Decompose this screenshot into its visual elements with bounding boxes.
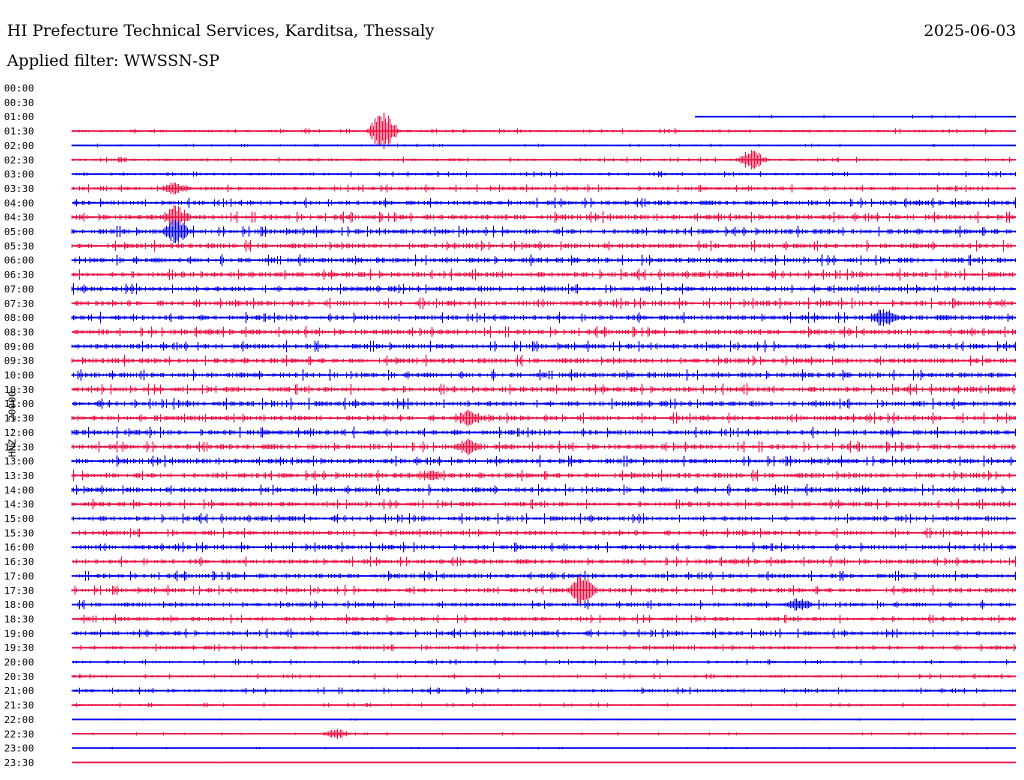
- trace-waveform: [77, 761, 1004, 763]
- row-time-label: 10:00: [4, 371, 34, 382]
- row-time-label: 01:30: [4, 127, 34, 138]
- row-time-label: 05:30: [4, 241, 34, 252]
- row-time-label: 06:00: [4, 256, 34, 267]
- trace-waveform: [73, 556, 1016, 567]
- trace-waveform: [71, 570, 1016, 582]
- row-time-label: 05:00: [4, 227, 34, 238]
- trace-waveform: [71, 297, 1016, 310]
- row-time-label: 04:30: [4, 213, 34, 224]
- row-time-label: 04:00: [4, 198, 34, 209]
- row-time-label: 16:00: [4, 543, 34, 554]
- trace-waveform: [71, 240, 1016, 252]
- trace-waveform: [73, 659, 1016, 665]
- trace-waveform: [71, 438, 1016, 455]
- trace-waveform: [73, 728, 1012, 739]
- trace-waveform: [71, 143, 1012, 148]
- trace-waveform: [73, 614, 1016, 624]
- row-time-label: 03:30: [4, 184, 34, 195]
- trace-waveform: [696, 114, 1014, 119]
- trace-waveform: [77, 718, 1016, 721]
- row-time-label: 17:30: [4, 586, 34, 597]
- trace-waveform: [71, 171, 1016, 178]
- trace-waveform: [71, 542, 1016, 553]
- trace-waveform: [71, 283, 1015, 295]
- row-time-label: 15:30: [4, 528, 34, 539]
- row-time-label: 14:30: [4, 500, 34, 511]
- row-time-label: 00:00: [4, 84, 34, 95]
- trace-waveform: [71, 598, 1015, 611]
- trace-waveform: [71, 702, 1016, 708]
- chart-date: 2025-06-03: [923, 21, 1016, 40]
- row-time-label: 02:30: [4, 155, 34, 166]
- trace-waveform: [71, 205, 1016, 230]
- row-time-label: 08:30: [4, 327, 34, 338]
- trace-waveform: [71, 112, 1016, 150]
- row-time-label: 18:00: [4, 600, 34, 611]
- trace-waveform: [71, 254, 1016, 267]
- row-time-label: 17:00: [4, 571, 34, 582]
- trace-waveform: [71, 673, 1015, 680]
- row-time-label: 21:00: [4, 686, 34, 697]
- trace-waveform: [71, 469, 1016, 482]
- trace-waveform: [71, 455, 1016, 467]
- row-time-label: 01:00: [4, 112, 34, 123]
- trace-waveform: [71, 268, 1015, 281]
- trace-waveform: [71, 219, 1016, 244]
- trace-waveform: [73, 197, 1016, 209]
- row-time-label: 19:00: [4, 629, 34, 640]
- row-time-label: 22:00: [4, 715, 34, 726]
- row-time-label: 13:00: [4, 457, 34, 468]
- row-time-label: 11:00: [4, 399, 34, 410]
- row-time-label: 07:00: [4, 284, 34, 295]
- trace-waveform: [71, 340, 1016, 353]
- row-time-label: 21:30: [4, 701, 34, 712]
- row-time-label: 19:30: [4, 643, 34, 654]
- row-time-label: 09:30: [4, 356, 34, 367]
- row-time-label: 02:00: [4, 141, 34, 152]
- row-time-label: 13:30: [4, 471, 34, 482]
- trace-waveform: [71, 326, 1016, 338]
- trace-waveform: [71, 383, 1015, 396]
- row-time-label: 12:30: [4, 442, 34, 453]
- trace-waveform: [74, 643, 1016, 652]
- trace-waveform: [71, 527, 1016, 539]
- trace-waveform: [71, 182, 1016, 195]
- row-time-label: 06:30: [4, 270, 34, 281]
- chart-title: HI Prefecture Technical Services, Kardit…: [7, 21, 435, 40]
- trace-waveform: [71, 426, 1016, 439]
- trace-waveform: [71, 498, 1016, 510]
- row-time-label: 15:00: [4, 514, 34, 525]
- row-time-label: 08:00: [4, 313, 34, 324]
- row-time-label: 22:30: [4, 729, 34, 740]
- trace-waveform: [71, 409, 1016, 427]
- row-time-label: 12:00: [4, 428, 34, 439]
- row-time-label: 07:30: [4, 299, 34, 310]
- row-time-label: 14:00: [4, 485, 34, 496]
- trace-waveform: [71, 483, 1016, 496]
- row-time-label: 11:30: [4, 414, 34, 425]
- trace-waveform: [71, 369, 1016, 381]
- row-time-label: 03:00: [4, 170, 34, 181]
- row-time-label: 09:00: [4, 342, 34, 353]
- trace-waveform: [71, 687, 1016, 695]
- row-time-label: 16:30: [4, 557, 34, 568]
- trace-waveform: [71, 628, 1016, 638]
- row-time-label: 18:30: [4, 614, 34, 625]
- row-time-label: 10:30: [4, 385, 34, 396]
- row-time-label: 20:30: [4, 672, 34, 683]
- row-time-label: 00:30: [4, 98, 34, 109]
- filter-label: Applied filter: WWSSN-SP: [7, 51, 220, 70]
- trace-waveform: [71, 309, 1016, 326]
- trace-waveform: [85, 746, 1015, 750]
- row-time-label: 23:00: [4, 744, 34, 755]
- trace-waveform: [71, 150, 1015, 170]
- row-time-label: 20:00: [4, 658, 34, 669]
- trace-waveform: [71, 513, 1016, 524]
- row-time-label: 23:30: [4, 758, 34, 769]
- trace-waveform: [73, 397, 1016, 410]
- trace-waveform: [71, 576, 1016, 605]
- trace-waveform: [71, 354, 1016, 367]
